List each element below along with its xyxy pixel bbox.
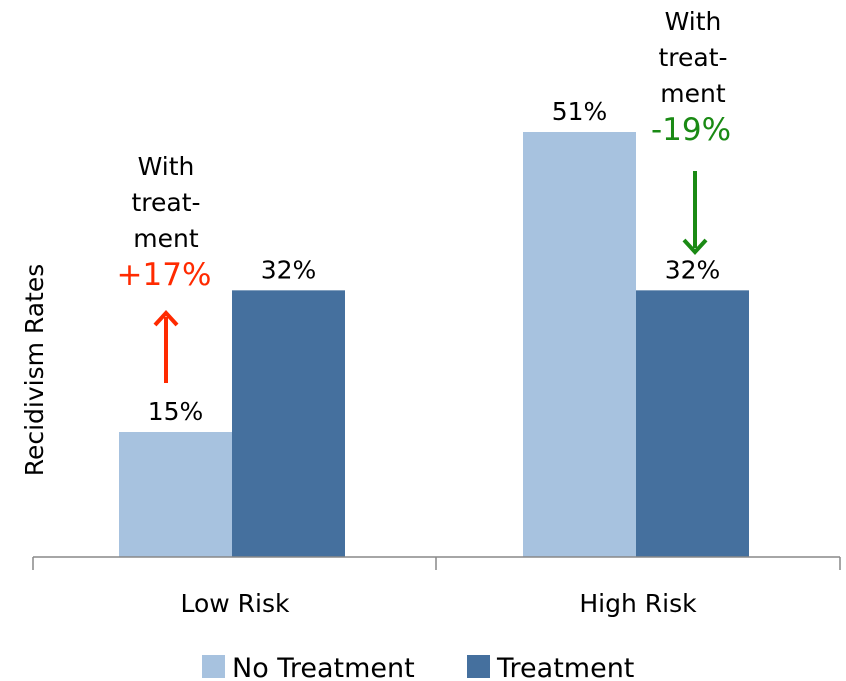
x-tick-label-low-risk: Low Risk	[181, 589, 291, 618]
annotations-group: With treat-ment +17% With treat-ment -19%	[117, 7, 731, 383]
annotation-arrow-low-risk	[153, 310, 179, 383]
annotation-text-low-risk: treat-	[131, 188, 200, 217]
bar-treatment-high-risk	[636, 290, 749, 557]
legend-swatch-treatment	[467, 655, 490, 678]
annotation-text-high-risk: treat-	[658, 43, 727, 72]
bar-treatment-low-risk	[232, 290, 345, 557]
data-label-no-treatment-low-risk: 15%	[148, 397, 204, 426]
bar-no-treatment-low-risk	[119, 432, 232, 557]
data-label-no-treatment-high-risk: 51%	[552, 97, 608, 126]
bar-labels-group: 15% 32% 51% 32%	[148, 97, 721, 426]
annotation-text-low-risk: With	[138, 152, 195, 181]
annotation-text-low-risk: ment	[133, 224, 199, 253]
annotation-text-high-risk: With	[665, 7, 722, 36]
legend-swatch-no-treatment	[202, 655, 225, 678]
annotation-arrow-high-risk	[682, 171, 708, 255]
annotation-change-low-risk: +17%	[117, 257, 212, 293]
annotation-change-high-risk: -19%	[651, 112, 731, 148]
data-label-treatment-low-risk: 32%	[261, 255, 317, 284]
y-axis-label: Recidivism Rates	[20, 264, 49, 477]
x-tick-label-high-risk: High Risk	[579, 589, 697, 618]
legend: No Treatment Treatment	[202, 653, 634, 681]
bar-no-treatment-high-risk	[523, 132, 636, 557]
bars-group	[119, 132, 749, 557]
legend-label-no-treatment: No Treatment	[232, 653, 415, 681]
legend-label-treatment: Treatment	[496, 653, 634, 681]
annotation-text-high-risk: ment	[660, 79, 726, 108]
data-label-treatment-high-risk: 32%	[665, 255, 721, 284]
